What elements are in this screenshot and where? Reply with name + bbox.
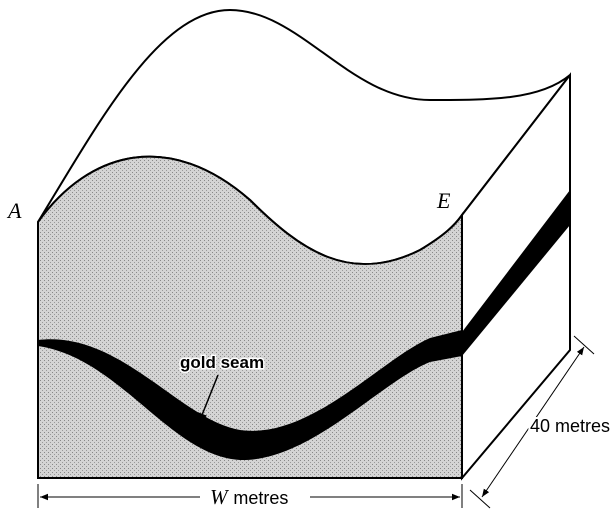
width-label: W metres	[210, 485, 288, 509]
depth-label: 40 metres	[530, 416, 610, 436]
seam-right	[462, 190, 570, 356]
width-unit: metres	[233, 488, 288, 508]
width-var: W	[210, 485, 230, 509]
seam-front	[38, 330, 462, 461]
corner-e: E	[436, 188, 451, 213]
corner-a: A	[6, 198, 22, 223]
seam-pointer	[197, 374, 219, 426]
dim-line	[481, 346, 585, 498]
dim-tick	[573, 335, 595, 355]
dim-tick	[469, 489, 491, 509]
seam-label: gold seam	[180, 353, 264, 372]
